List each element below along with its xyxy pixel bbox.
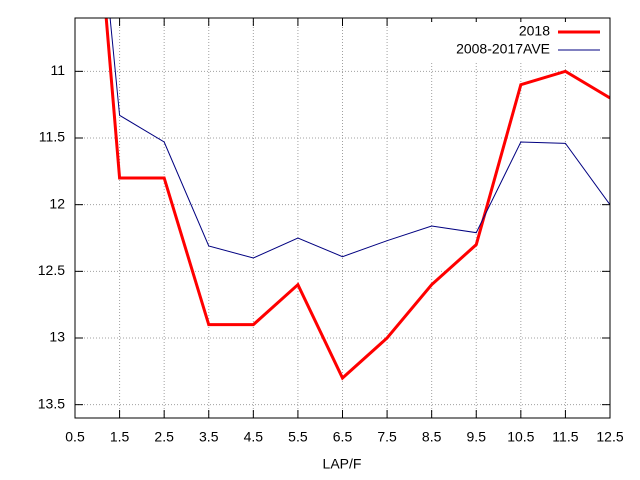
y-tick-label: 13 xyxy=(49,329,65,345)
legend: 2018 2008-2017AVE xyxy=(415,22,605,62)
legend-label: 2008-2017AVE xyxy=(456,41,550,57)
grid xyxy=(74,18,611,418)
x-tick-label: 8.5 xyxy=(422,429,442,445)
x-tick-label: 10.5 xyxy=(507,429,534,445)
y-tick-label: 11 xyxy=(50,62,65,78)
x-tick-label: 0.5 xyxy=(65,429,85,445)
x-tick-label: 9.5 xyxy=(467,429,487,445)
x-tick-label: 2.5 xyxy=(154,429,174,445)
series-line xyxy=(104,18,610,381)
x-tick-label: 4.5 xyxy=(244,429,264,445)
y-tick-label: 13.5 xyxy=(38,395,65,411)
y-tick-label: 12.5 xyxy=(38,262,65,278)
x-tick-label: 3.5 xyxy=(199,429,219,445)
x-tick-label: 12.5 xyxy=(596,429,623,445)
legend-label: 2018 xyxy=(519,23,550,39)
x-tick-label: 6.5 xyxy=(333,429,353,445)
x-tick-label: 5.5 xyxy=(288,429,308,445)
y-tick-label: 12 xyxy=(49,195,65,211)
x-tick-label: 1.5 xyxy=(110,429,130,445)
axes: 11 11.5 12 12.5 13 13.5 0.5 1.5 2.5 3.5 4.5 5.5 6.5 7… xyxy=(38,18,624,445)
x-tick-label: 7.5 xyxy=(377,429,397,445)
y-tick-label: 11.5 xyxy=(39,129,65,145)
legend-box xyxy=(415,22,605,62)
x-tick-label: 11.5 xyxy=(552,429,578,445)
series-line xyxy=(109,18,610,259)
x-axis-label: LAP/F xyxy=(323,456,362,472)
plot-lines xyxy=(104,18,610,381)
